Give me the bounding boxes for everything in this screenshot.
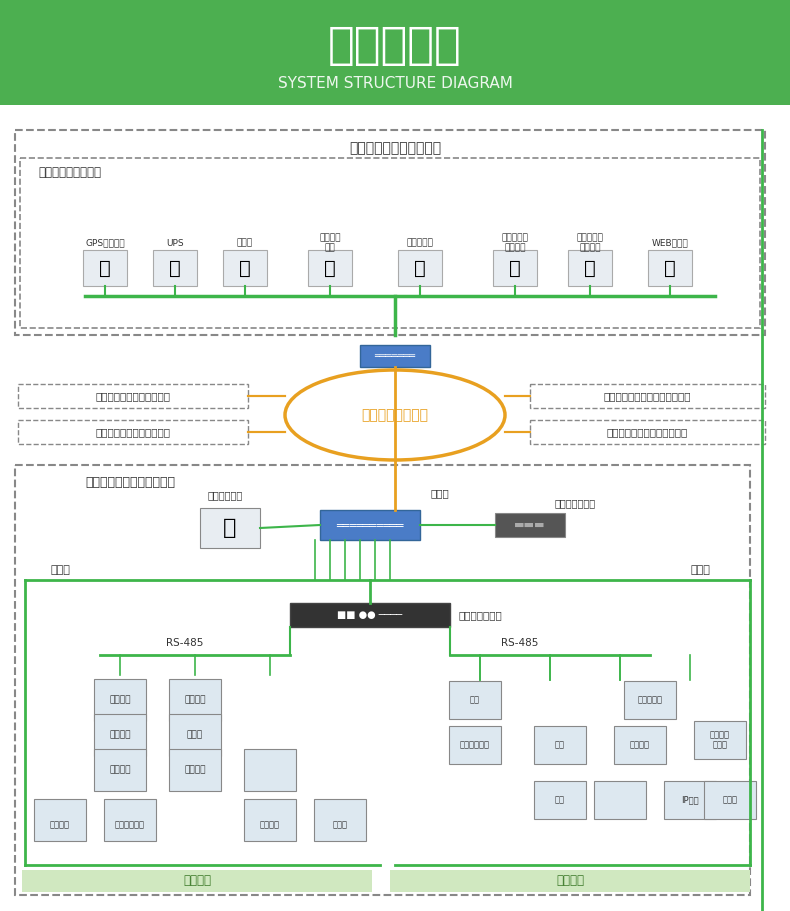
Text: 🖥: 🖥 [414,259,426,278]
Text: 🖥: 🖥 [169,259,181,278]
Text: 🖥: 🖥 [99,259,111,278]
Text: 监控工作站: 监控工作站 [407,239,434,248]
FancyBboxPatch shape [244,799,296,841]
FancyBboxPatch shape [398,250,442,286]
FancyBboxPatch shape [648,250,692,286]
FancyBboxPatch shape [694,721,746,759]
Text: 温控仪: 温控仪 [187,731,203,740]
Text: RS-485: RS-485 [167,638,204,648]
Text: 电力监控: 电力监控 [183,875,211,887]
FancyBboxPatch shape [449,726,501,764]
Text: 飞行区变配电智能监控系统: 飞行区变配电智能监控系统 [96,391,171,401]
FancyBboxPatch shape [308,250,352,286]
FancyBboxPatch shape [534,726,586,764]
FancyBboxPatch shape [244,749,296,791]
Text: 🖥: 🖥 [239,259,251,278]
FancyBboxPatch shape [449,681,501,719]
FancyBboxPatch shape [169,679,221,721]
Text: 交换机: 交换机 [431,488,450,498]
Text: GPS卫星校时: GPS卫星校时 [85,239,125,248]
Text: 以太网: 以太网 [50,565,70,575]
Text: 烟感: 烟感 [555,795,565,804]
Text: 保护装置: 保护装置 [50,821,70,830]
Text: 本地监控主机: 本地监控主机 [207,490,243,500]
FancyBboxPatch shape [94,714,146,756]
Text: 测量仪表: 测量仪表 [109,765,131,774]
Text: 水浸: 水浸 [555,741,565,750]
Bar [22,870,372,892]
FancyBboxPatch shape [94,749,146,791]
Text: 摄像机: 摄像机 [723,795,738,804]
Text: 系统结构图: 系统结构图 [328,24,462,67]
Text: 机场变配电智能监控系统: 机场变配电智能监控系统 [349,141,441,155]
Text: 🖥: 🖥 [664,259,676,278]
FancyBboxPatch shape [314,799,366,841]
FancyBboxPatch shape [534,781,586,819]
Text: 温湿度传感器: 温湿度传感器 [460,741,490,750]
Text: 门禁: 门禁 [470,695,480,704]
Text: ══════════: ══════════ [337,520,404,530]
Text: WEB服务器: WEB服务器 [652,239,688,248]
Text: ▬▬▬: ▬▬▬ [514,520,546,530]
Text: 航站区变配电智能监控系统: 航站区变配电智能监控系统 [85,476,175,489]
FancyBboxPatch shape [34,799,86,841]
Text: 智能通信管理机: 智能通信管理机 [458,610,502,620]
Text: 数据库服务
器（主）: 数据库服务 器（主） [502,233,529,252]
FancyBboxPatch shape [320,510,420,540]
FancyBboxPatch shape [200,508,260,548]
Text: 网络硬盘录像机: 网络硬盘录像机 [555,498,596,508]
Text: UPS: UPS [166,239,184,248]
Text: 电能质量装置: 电能质量装置 [115,821,145,830]
Text: ═══════: ═══════ [374,351,416,361]
FancyBboxPatch shape [104,799,156,841]
Text: 以太网: 以太网 [690,565,710,575]
FancyBboxPatch shape [704,781,756,819]
Text: 综合交通区变配电智能监控系统: 综合交通区变配电智能监控系统 [604,391,690,401]
Text: 红外双鉴: 红外双鉴 [630,741,650,750]
FancyBboxPatch shape [624,681,676,719]
Text: 🖥: 🖥 [224,518,237,538]
Text: 信号采集器: 信号采集器 [638,695,663,704]
FancyBboxPatch shape [153,250,197,286]
Text: 产业园区变配电智能监控系统: 产业园区变配电智能监控系统 [607,427,687,437]
Text: 测量仪表: 测量仪表 [109,695,131,704]
Text: 光纤快速冗余环网: 光纤快速冗余环网 [362,408,428,422]
Text: 测量仪表: 测量仪表 [109,731,131,740]
Text: 直流屏: 直流屏 [333,821,348,830]
FancyBboxPatch shape [94,679,146,721]
Text: SYSTEM STRUCTURE DIAGRAM: SYSTEM STRUCTURE DIAGRAM [277,76,513,90]
FancyBboxPatch shape [495,513,565,537]
Text: 🖥: 🖥 [509,259,521,278]
Text: 智能空调
控制器: 智能空调 控制器 [710,731,730,750]
Bar [0,105,790,911]
FancyBboxPatch shape [493,250,537,286]
Text: 配套区变配电智能监控系统: 配套区变配电智能监控系统 [96,427,171,437]
FancyBboxPatch shape [169,749,221,791]
FancyBboxPatch shape [290,603,450,627]
Bar [0,0,790,105]
FancyBboxPatch shape [664,781,716,819]
Text: 变配电智能监控中心: 变配电智能监控中心 [39,166,101,179]
Text: 数据库服务
器（备）: 数据库服务 器（备） [577,233,604,252]
FancyBboxPatch shape [83,250,127,286]
FancyBboxPatch shape [614,726,666,764]
Text: 工程师工
作站: 工程师工 作站 [319,233,340,252]
FancyBboxPatch shape [568,250,612,286]
Text: 🖥: 🖥 [584,259,596,278]
Bar [390,870,750,892]
FancyBboxPatch shape [360,345,430,367]
Text: 测量仪表: 测量仪表 [260,821,280,830]
Text: 发电机组: 发电机组 [184,695,205,704]
Text: IP电话: IP电话 [681,795,699,804]
Text: RS-485: RS-485 [502,638,539,648]
Text: 环境监控: 环境监控 [556,875,584,887]
Text: ■■ ●● ────: ■■ ●● ──── [337,610,403,620]
FancyBboxPatch shape [594,781,646,819]
Text: 🖥: 🖥 [324,259,336,278]
Text: 无功补偿: 无功补偿 [184,765,205,774]
FancyBboxPatch shape [169,714,221,756]
Text: 打印机: 打印机 [237,239,253,248]
FancyBboxPatch shape [223,250,267,286]
